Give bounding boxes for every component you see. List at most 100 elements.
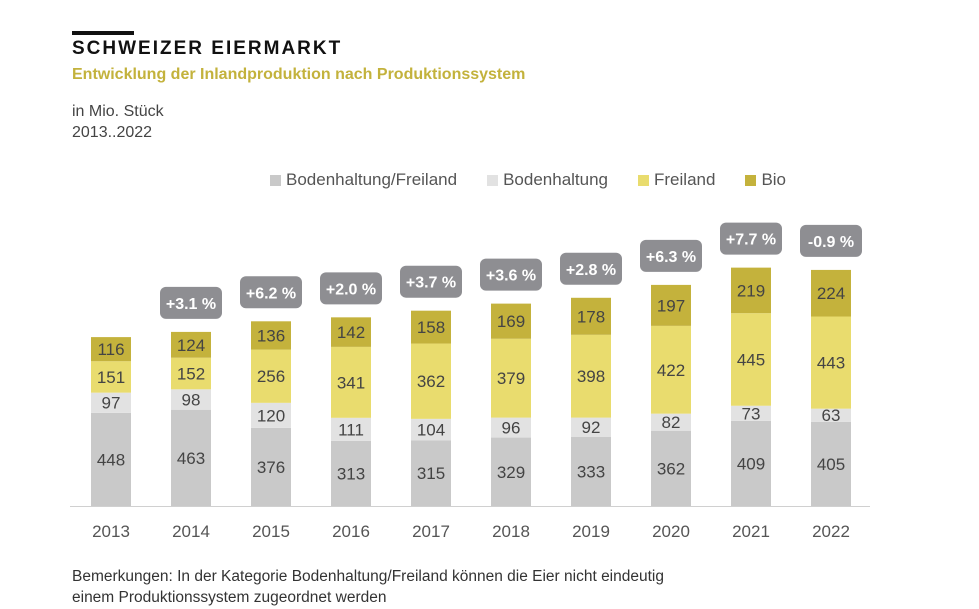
unit-label: in Mio. Stück 2013..2022 [72,101,164,143]
data-label: 448 [97,450,125,469]
bar-segment [91,361,131,393]
data-label: 120 [257,406,285,425]
data-label: 256 [257,367,285,386]
data-label: 96 [502,419,521,438]
data-label: 398 [577,367,605,386]
growth-badge [160,286,222,319]
bar-segment [491,338,531,418]
growth-label: +2.0 % [326,281,376,298]
bar-segment [331,346,371,418]
growth-badge [400,265,462,298]
data-label: 142 [337,323,365,342]
bar-segment [651,413,691,431]
legend-label: Freiland [654,170,716,189]
growth-label: +2.8 % [566,262,616,279]
x-tick-label: 2018 [492,522,530,541]
data-label: 329 [497,463,525,482]
remarks-line-2: einem Produktionssystem zugeordnet werde… [72,589,387,606]
data-label: 136 [257,326,285,345]
bar-segment [731,313,771,406]
data-label: 63 [822,406,841,425]
bar-segment [731,405,771,421]
growth-label: -0.9 % [808,234,854,251]
bar-segment [491,437,531,506]
data-label: 376 [257,458,285,477]
page-title: SCHWEIZER EIERMARKT [72,38,343,59]
bar-segment [331,317,371,347]
data-label: 152 [177,365,205,384]
growth-badge [800,224,862,257]
legend-swatch [638,174,650,186]
bar-segment [91,392,131,413]
bar-segment [171,409,211,506]
chart-subtitle: Entwicklung der Inlandproduktion nach Pr… [72,66,526,83]
bar-segment [251,427,291,506]
bar-segment [491,417,531,438]
x-tick-label: 2017 [412,522,450,541]
data-label: 73 [742,404,761,423]
bar-segment [251,321,291,350]
data-label: 333 [577,462,605,481]
data-label: 197 [657,296,685,315]
data-label: 422 [657,361,685,380]
data-label: 313 [337,464,365,483]
legend-swatch [487,174,499,186]
data-label: 92 [582,418,601,437]
data-label: 158 [417,318,445,337]
data-label: 124 [177,336,205,355]
bar-segment [171,357,211,390]
x-tick-label: 2022 [812,522,850,541]
data-label: 219 [737,281,765,300]
data-label: 341 [337,373,365,392]
data-label: 362 [657,459,685,478]
data-label: 178 [577,307,605,326]
bar-segment [411,343,451,419]
legend-item: Freiland [638,170,715,190]
bar-segment [811,408,851,422]
data-label: 315 [417,464,445,483]
legend-label: Bio [761,170,787,189]
bar-segment [171,331,211,358]
growth-label: +6.2 % [246,285,296,302]
x-tick-label: 2015 [252,522,290,541]
bar-segment [251,349,291,403]
bar-segment [651,325,691,414]
chart-legend: Bodenhaltung/Freiland Bodenhaltung Freilan… [270,170,786,190]
title-accent-bar [72,31,134,35]
growth-badge [720,222,782,255]
legend-label: Bodenhaltung/Freiland [286,170,458,189]
legend-swatch [270,174,281,186]
bar-segment [731,420,771,506]
data-label: 409 [737,454,765,473]
bar-segment [331,417,371,441]
growth-badge [240,276,302,309]
x-tick-label: 2019 [572,522,610,541]
bar-segment [571,334,611,418]
bar-segment [331,440,371,506]
bar-segment [811,269,851,317]
bar-segment [91,337,131,362]
bar-segment [491,303,531,339]
bar-segment [411,440,451,506]
growth-badge [640,239,702,272]
bar-segment [171,389,211,410]
growth-label: +3.1 % [166,296,216,313]
data-label: 463 [177,449,205,468]
bar-segment [811,421,851,506]
data-label: 111 [338,420,364,439]
bar-segment [731,267,771,314]
data-label: 443 [817,354,845,373]
remarks: Bemerkungen: In der Kategorie Bodenhaltu… [72,566,664,608]
data-label: 151 [97,368,125,387]
bar-segment [411,418,451,441]
bar-segment [571,417,611,437]
bar-segment [651,430,691,506]
data-label: 362 [417,372,445,391]
data-label: 116 [97,340,124,359]
x-tick-label: 2016 [332,522,370,541]
growth-label: +3.7 % [406,275,456,292]
data-label: 169 [497,312,525,331]
growth-badge [480,258,542,291]
bar-segment [651,284,691,326]
